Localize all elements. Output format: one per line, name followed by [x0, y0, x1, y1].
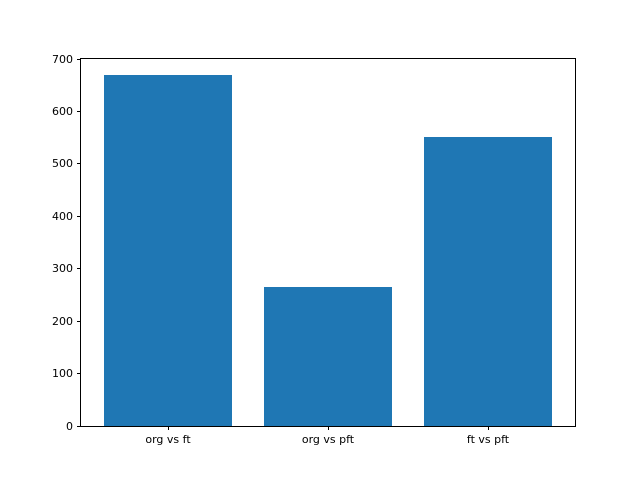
- bar-ft-vs-pft: [424, 137, 552, 426]
- x-tick-mark: [328, 426, 329, 430]
- y-tick-label: 100: [52, 367, 73, 381]
- y-tick-label: 0: [66, 419, 73, 433]
- x-tick-label: ft vs pft: [466, 433, 510, 446]
- y-tick-label: 400: [52, 209, 73, 223]
- y-tick-label: 600: [52, 104, 73, 118]
- bar-org-vs-ft: [104, 75, 232, 426]
- y-tick-mark: [77, 58, 81, 60]
- x-tick-label: org vs ft: [145, 433, 191, 446]
- y-tick-label: 300: [52, 262, 73, 276]
- x-tick-mark: [168, 426, 169, 430]
- y-tick-mark: [77, 215, 81, 217]
- bar-org-vs-pft: [264, 287, 392, 426]
- plot-area: 0 100 200 300 400 500 600 700 org vs ft org vs pf…: [52, 53, 576, 446]
- y-tick-mark: [77, 320, 81, 322]
- y-tick-mark: [77, 373, 81, 375]
- y-tick-mark: [77, 163, 81, 165]
- x-tick-label: org vs pft: [301, 433, 355, 446]
- y-tick-label: 700: [52, 52, 73, 66]
- y-tick-mark: [77, 268, 81, 270]
- y-tick-label: 200: [52, 314, 73, 328]
- y-tick-mark: [77, 425, 81, 427]
- x-tick-mark: [488, 426, 489, 430]
- y-tick-label: 500: [52, 157, 73, 171]
- y-tick-mark: [77, 110, 81, 112]
